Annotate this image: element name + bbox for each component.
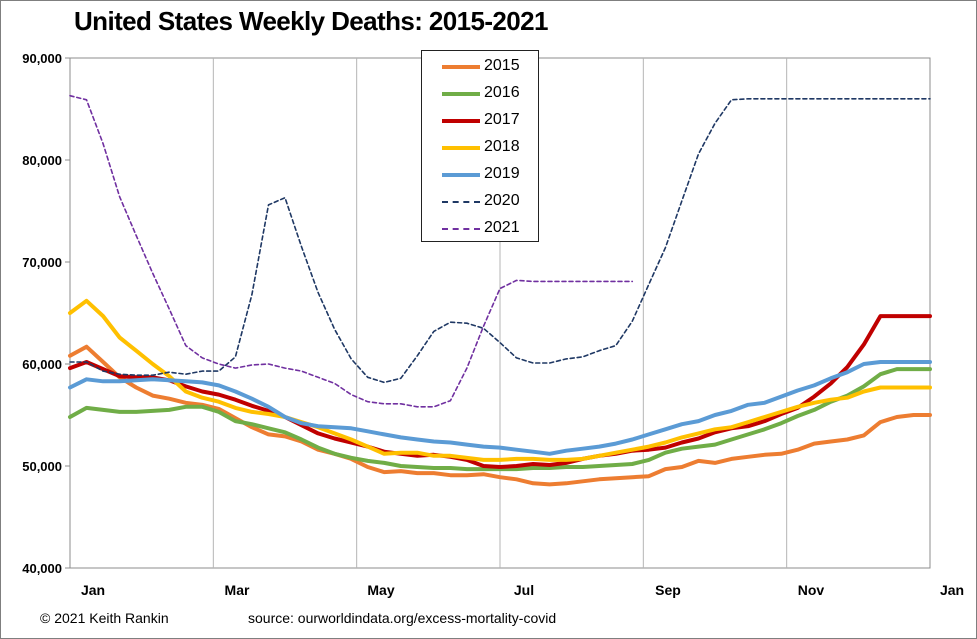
legend-label: 2021: [484, 219, 520, 236]
legend: 2015 2016 2017 2018 2019 2020 2021: [421, 50, 539, 242]
footer-credit: © 2021 Keith Rankin: [40, 610, 169, 626]
legend-swatch: [442, 119, 480, 123]
x-tick-label: Mar: [225, 582, 250, 598]
y-tick-label: 60,000: [22, 357, 62, 372]
legend-label: 2017: [484, 111, 520, 128]
series-line-2019: [68, 360, 932, 456]
x-tick-label: Nov: [798, 582, 825, 598]
footer-source: source: ourworldindata.org/excess-mortal…: [248, 610, 557, 626]
y-tick-label: 50,000: [22, 459, 62, 474]
legend-item-2016: 2016: [422, 82, 540, 106]
x-tick-label: Jan: [940, 582, 964, 598]
legend-label: 2015: [484, 57, 520, 74]
chart-title: United States Weekly Deaths: 2015-2021: [74, 6, 548, 36]
series-line-2016: [68, 367, 932, 472]
y-tick-label: 70,000: [22, 255, 62, 270]
legend-item-2021: 2021: [422, 217, 540, 241]
legend-swatch: [442, 173, 480, 177]
legend-swatch: [442, 228, 480, 230]
x-tick-label: Jan: [81, 582, 105, 598]
series-line-2020: [69, 98, 931, 384]
x-tick-label: Sep: [655, 582, 681, 598]
series-line-2021: [69, 94, 634, 408]
legend-swatch: [442, 146, 480, 150]
legend-item-2020: 2020: [422, 190, 540, 214]
x-tick-label: Jul: [514, 582, 534, 598]
y-tick-label: 90,000: [22, 51, 62, 66]
y-tick-label: 40,000: [22, 561, 62, 576]
series-line-2015: [68, 344, 932, 487]
legend-label: 2016: [484, 84, 520, 101]
legend-label: 2018: [484, 138, 520, 155]
series-line-2018: [68, 298, 932, 462]
legend-item-2018: 2018: [422, 136, 540, 160]
legend-label: 2019: [484, 165, 520, 182]
legend-label: 2020: [484, 192, 520, 209]
legend-swatch: [442, 92, 480, 96]
legend-item-2015: 2015: [422, 55, 540, 79]
legend-item-2019: 2019: [422, 163, 540, 187]
legend-item-2017: 2017: [422, 109, 540, 133]
x-tick-label: May: [367, 582, 394, 598]
y-tick-label: 80,000: [22, 153, 62, 168]
legend-swatch: [442, 65, 480, 69]
legend-swatch: [442, 201, 480, 203]
